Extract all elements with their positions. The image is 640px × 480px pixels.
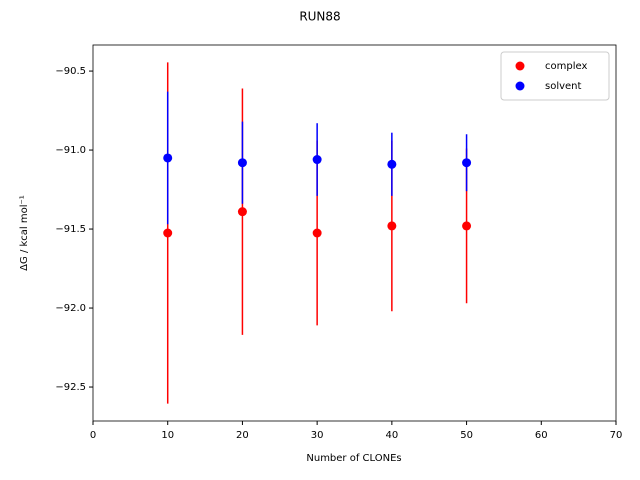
y-tick-label: −92.0 (55, 303, 86, 314)
legend-box (500, 51, 610, 101)
x-tick-label: 30 (311, 430, 324, 441)
point (387, 159, 397, 169)
x-tick-label: 20 (236, 430, 249, 441)
point (163, 228, 173, 238)
legend-label: complex (545, 61, 587, 72)
point (312, 228, 322, 238)
x-tick-label: 0 (90, 430, 96, 441)
chart-title: RUN88 (299, 10, 340, 24)
x-tick-label: 70 (610, 430, 623, 441)
legend-marker (515, 61, 525, 71)
x-tick-label: 50 (460, 430, 473, 441)
y-tick-label: −91.0 (55, 145, 86, 156)
point (237, 158, 247, 168)
point (237, 207, 247, 217)
point (462, 158, 472, 168)
point (163, 153, 173, 163)
legend-label: solvent (545, 81, 582, 92)
x-tick-label: 60 (535, 430, 548, 441)
point (312, 155, 322, 165)
y-axis-label: ΔG / kcal mol⁻¹ (19, 195, 30, 271)
legend-marker (515, 81, 525, 91)
y-tick-label: −91.5 (55, 224, 86, 235)
x-axis-label: Number of CLONEs (306, 453, 401, 464)
x-tick-label: 10 (161, 430, 174, 441)
point (462, 221, 472, 231)
point (387, 221, 397, 231)
y-tick-label: −90.5 (55, 66, 86, 77)
x-tick-label: 40 (385, 430, 398, 441)
plot-frame (92, 44, 617, 422)
y-tick-label: −92.5 (55, 382, 86, 393)
